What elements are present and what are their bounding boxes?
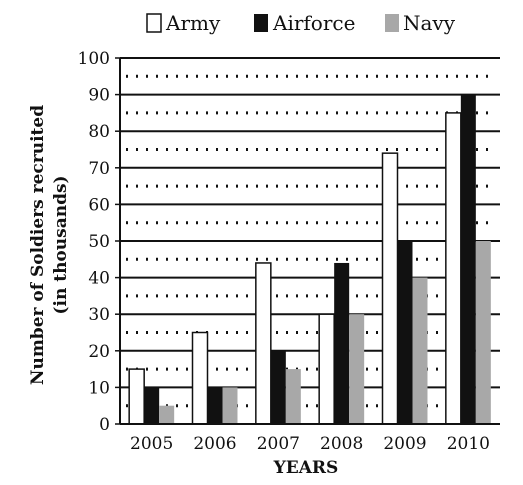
bar-army-2007 [255,262,272,425]
legend-label-airforce: Airforce [272,11,355,35]
axes [115,57,500,425]
legend-label-army: Army [165,11,221,35]
x-tick-label-2010: 2010 [447,434,490,454]
y-tick-label-90: 90 [88,86,110,106]
y-tick-label-0: 0 [99,415,110,435]
bar-airforce-2005 [144,387,160,424]
bar-navy-2009 [412,277,428,424]
legend-swatch-navy [385,14,399,32]
y-tick-label-80: 80 [88,122,110,142]
bar-airforce-2009 [397,241,413,424]
bar-navy-2005 [159,405,175,424]
bar-army-2005 [128,368,145,425]
y-tick-label-40: 40 [88,269,110,289]
bar-navy-2008 [349,314,365,424]
bar-airforce-2006 [207,387,223,424]
y-tick-label-20: 20 [88,342,110,362]
bar-army-2006 [191,331,209,425]
bar-navy-2007 [285,369,301,424]
bar-airforce-2008 [334,262,350,424]
bar-army-2010 [445,112,462,425]
bars [128,94,491,425]
grid [120,57,500,408]
y-tick-label-70: 70 [88,159,110,179]
bar-airforce-2010 [460,94,476,424]
legend-swatch-airforce [254,14,268,32]
bar-navy-2006 [222,387,238,424]
y-axis-title-line-2: (in thousands) [51,175,71,314]
bar-airforce-2007 [270,350,286,424]
y-tick-label-10: 10 [88,378,110,398]
legend: Army Airforce Navy [146,11,456,35]
x-tick-label-2009: 2009 [383,434,426,454]
x-tick-label-2006: 2006 [193,434,236,454]
y-axis-title-line-1: Number of Soldiers recruited [28,105,48,385]
bar-navy-2010 [475,241,491,424]
bar-army-2009 [381,152,399,425]
y-tick-label-60: 60 [88,195,110,215]
y-tick-label-30: 30 [88,305,110,325]
x-tick-label-2007: 2007 [257,434,300,454]
y-tick-label-50: 50 [88,232,110,252]
bar-army-2008 [318,313,335,425]
legend-swatch-army [146,13,162,33]
tick-labels: 0 10 20 30 40 50 60 70 80 90 100 2005 2006 2007 2008 20… [78,49,490,454]
legend-label-navy: Navy [403,11,456,35]
x-tick-label-2008: 2008 [320,434,363,454]
x-tick-label-2005: 2005 [130,434,173,454]
y-tick-label-100: 100 [78,49,110,69]
x-axis-title: YEARS [273,458,339,478]
